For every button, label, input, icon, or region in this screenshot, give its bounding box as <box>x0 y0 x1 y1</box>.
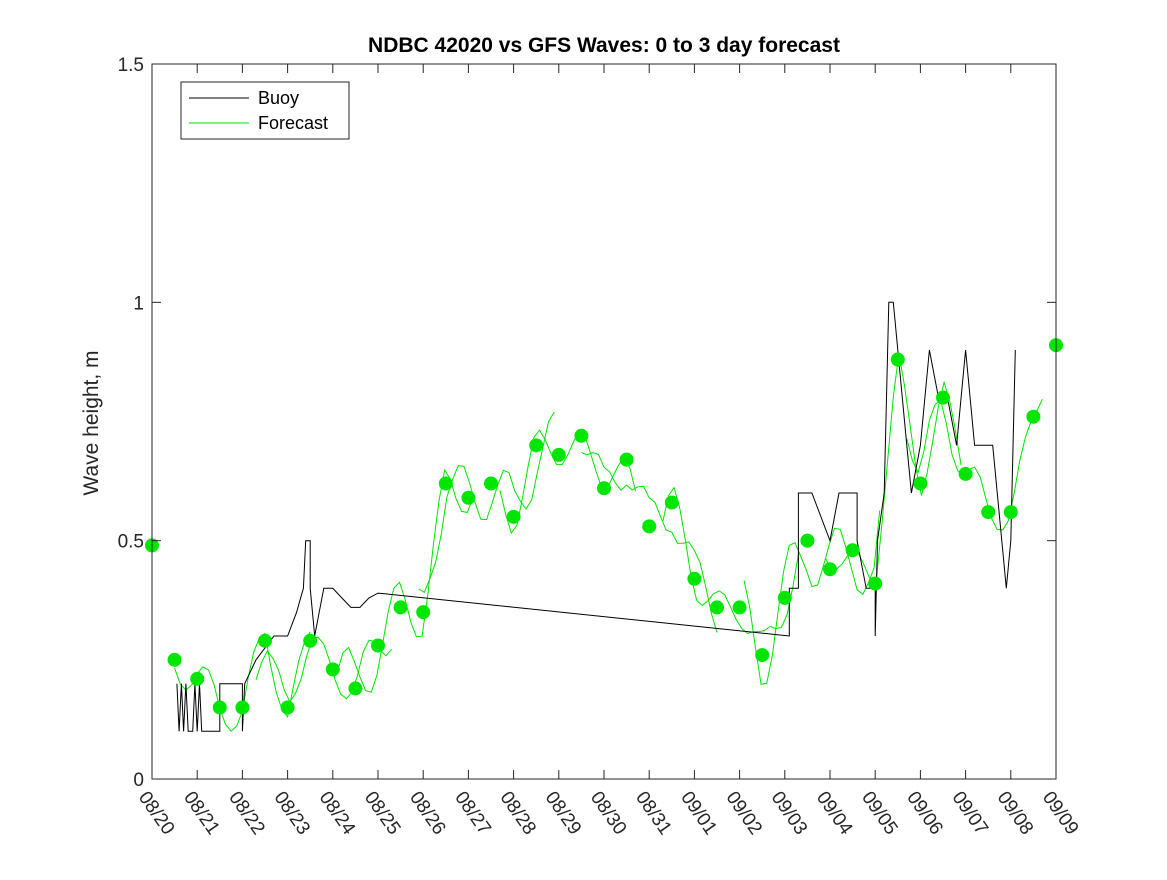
forecast-point <box>484 476 498 491</box>
legend-box <box>180 81 350 140</box>
forecast-point <box>190 671 205 686</box>
forecast-point <box>687 571 702 586</box>
forecast-point <box>371 638 385 653</box>
forecast-point <box>800 533 815 548</box>
y-tick-label: 0.5 <box>118 532 144 553</box>
legend-label-forecast: Forecast <box>258 113 328 133</box>
forecast-point <box>1003 505 1018 520</box>
forecast-point <box>393 600 408 615</box>
forecast-run-line <box>255 636 392 703</box>
buoy-series-line <box>176 301 1016 732</box>
forecast-point <box>936 390 950 405</box>
forecast-point <box>823 562 837 577</box>
forecast-point <box>212 700 227 715</box>
forecast-run-line <box>418 411 555 594</box>
forecast-point <box>913 476 928 491</box>
forecast-point <box>868 576 883 591</box>
forecast-point <box>551 447 566 462</box>
buoy-line-group <box>176 301 1016 732</box>
forecast-point <box>506 509 521 524</box>
legend: Buoy Forecast <box>180 81 350 140</box>
y-axis-ticks: 0 0.5 1 1.5 <box>118 55 1056 791</box>
forecast-point <box>777 590 792 605</box>
forecast-point <box>642 519 657 534</box>
forecast-run-line <box>906 398 1043 531</box>
forecast-point <box>167 652 182 667</box>
forecast-point <box>348 681 363 696</box>
chart-title: NDBC 42020 vs GFS Waves: 0 to 3 day fore… <box>368 34 840 57</box>
forecast-markers-group <box>145 338 1063 715</box>
forecast-point <box>461 490 476 505</box>
y-tick-label: 0 <box>133 770 144 791</box>
forecast-point <box>755 648 770 663</box>
forecast-point <box>325 662 340 677</box>
forecast-point <box>619 452 634 467</box>
y-tick-label: 1.5 <box>118 55 144 76</box>
forecast-point <box>438 476 453 491</box>
forecast-point <box>303 633 318 648</box>
forecast-run-line <box>743 510 881 685</box>
forecast-point <box>258 633 272 648</box>
forecast-run-line <box>581 451 718 633</box>
y-tick-label: 1 <box>133 293 144 314</box>
legend-label-buoy: Buoy <box>258 88 299 108</box>
forecast-point <box>845 543 860 558</box>
forecast-point <box>732 600 747 615</box>
y-axis-label: Wave height, m <box>80 350 103 495</box>
forecast-point <box>574 428 589 443</box>
forecast-run-line <box>499 429 637 535</box>
forecast-point <box>1026 409 1041 424</box>
forecast-point <box>597 481 611 496</box>
forecast-point <box>529 438 544 453</box>
forecast-point <box>958 466 973 481</box>
forecast-point <box>981 505 996 520</box>
forecast-point <box>280 700 295 715</box>
forecast-point <box>235 700 250 715</box>
forecast-point <box>890 352 905 367</box>
forecast-point <box>710 600 724 615</box>
forecast-point <box>664 495 679 510</box>
forecast-point <box>416 605 431 620</box>
